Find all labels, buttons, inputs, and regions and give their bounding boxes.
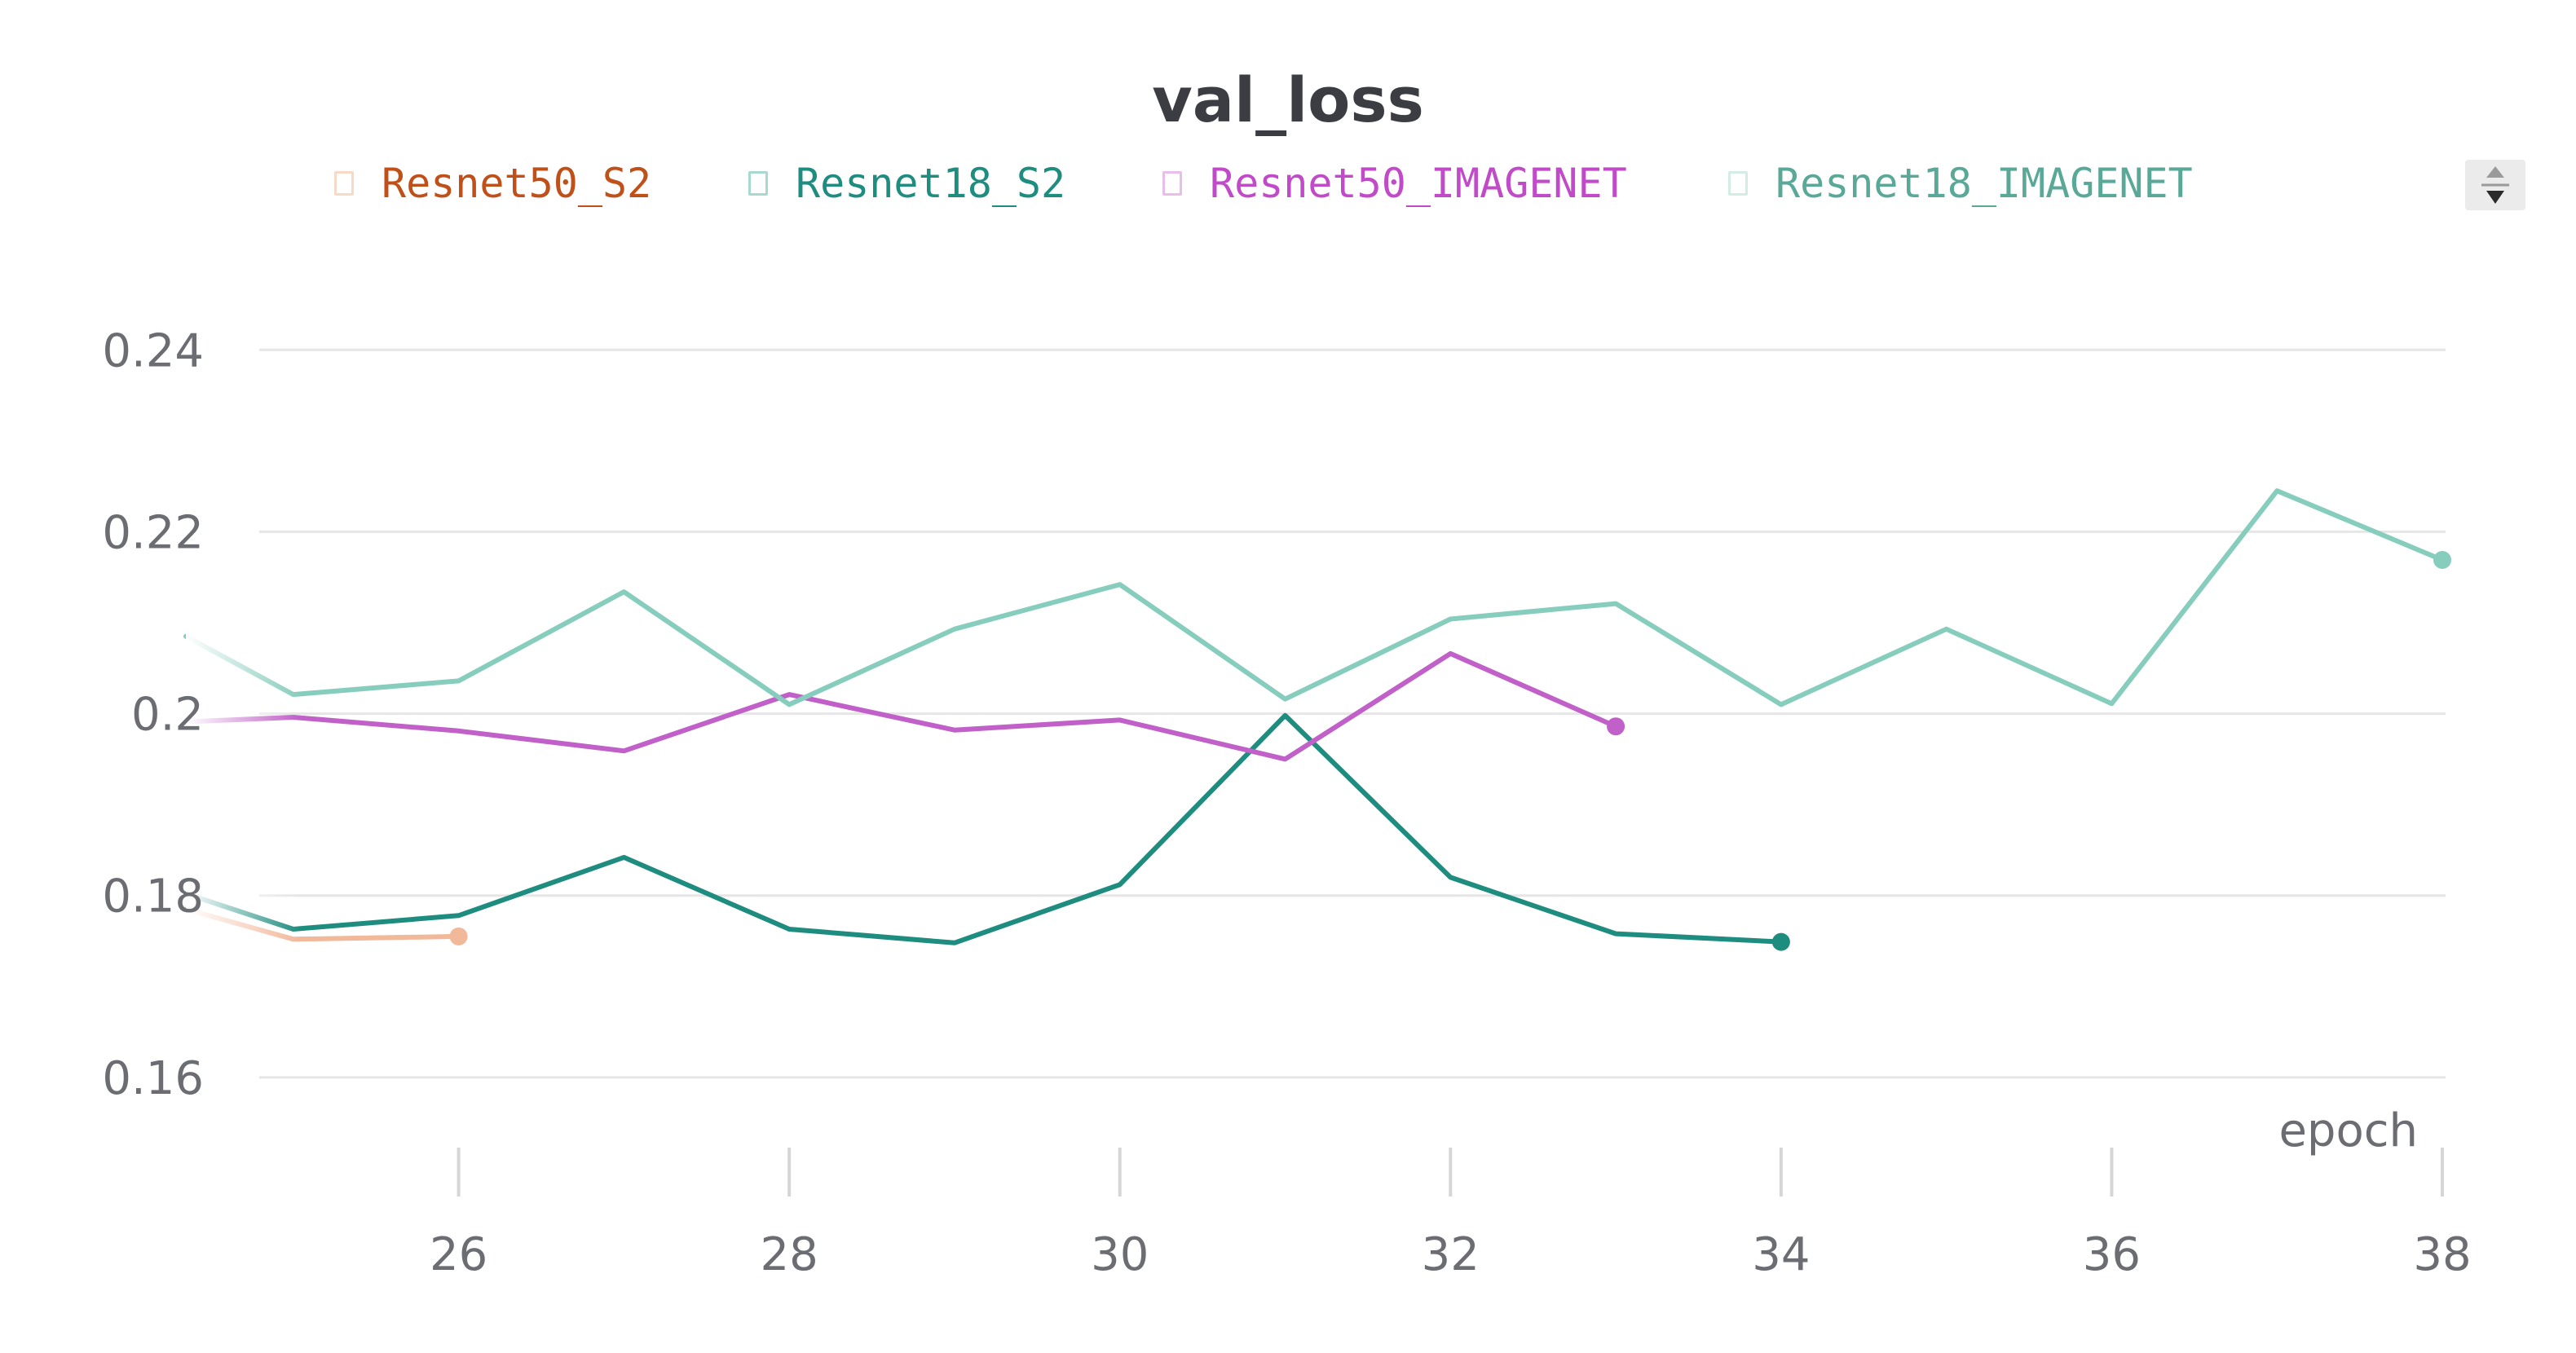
legend-swatch <box>1728 171 1748 196</box>
legend-item-resnet50-s2[interactable]: Resnet50_S2 <box>334 155 651 212</box>
x-axis-label: epoch <box>2278 1104 2418 1157</box>
x-tick-label: 38 <box>2413 1228 2471 1281</box>
legend-label: Resnet18_IMAGENET <box>1775 160 2193 207</box>
legend-item-resnet18-imagenet[interactable]: Resnet18_IMAGENET <box>1728 155 2193 212</box>
x-tick-label: 30 <box>1091 1228 1149 1281</box>
x-tick-label: 36 <box>2083 1228 2141 1281</box>
legend-scroll-button[interactable] <box>2465 160 2525 210</box>
legend-label: Resnet50_S2 <box>382 160 652 207</box>
legend-item-resnet18-s2[interactable]: Resnet18_S2 <box>748 155 1065 212</box>
series-line-resnet50-imagenet <box>183 650 1619 762</box>
series-line-resnet18-s2 <box>183 712 1784 945</box>
series-end-point-resnet18-imagenet <box>2433 551 2451 570</box>
series-end-point-resnet18-s2 <box>1771 932 1790 951</box>
scroll-arrows-icon <box>2481 166 2509 204</box>
x-tick-label: 26 <box>430 1228 487 1281</box>
legend-item-resnet50-imagenet[interactable]: Resnet50_IMAGENET <box>1162 155 1627 212</box>
y-tick-label: 0.22 <box>102 506 204 559</box>
legend-label: Resnet50_IMAGENET <box>1210 160 1627 207</box>
y-tick-label: 0.16 <box>102 1052 204 1105</box>
legend: Resnet50_S2 Resnet18_S2 Resnet50_IMAGENE… <box>0 155 2576 212</box>
series-line-resnet18-imagenet <box>183 488 2445 707</box>
chart-title: val_loss <box>1152 64 1424 136</box>
legend-swatch <box>748 171 768 196</box>
y-tick-label: 0.24 <box>102 324 204 377</box>
y-tick-label: 0.2 <box>131 689 204 742</box>
x-tick-label: 32 <box>1422 1228 1480 1281</box>
legend-swatch <box>1162 171 1182 196</box>
series-end-point-resnet50-imagenet <box>1607 717 1625 736</box>
x-tick-label: 28 <box>761 1228 818 1281</box>
series-end-point-resnet50-s2 <box>449 927 468 945</box>
y-tick-label: 0.18 <box>102 870 204 923</box>
x-tick-label: 34 <box>1752 1228 1810 1281</box>
legend-label: Resnet18_S2 <box>796 160 1066 207</box>
legend-swatch <box>334 171 354 196</box>
